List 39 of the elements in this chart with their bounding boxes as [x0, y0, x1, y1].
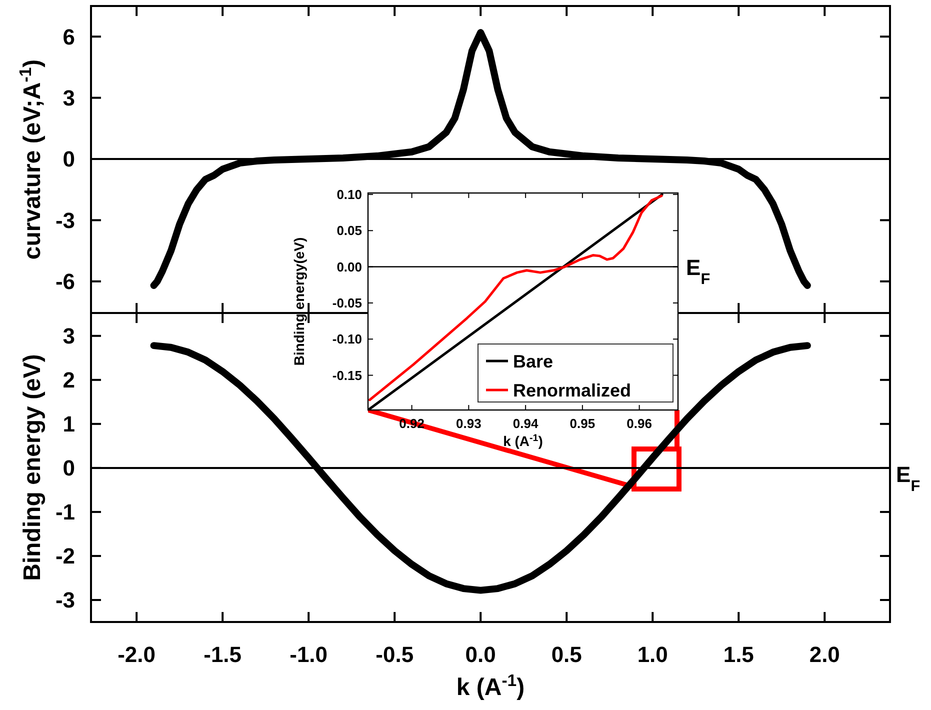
y-tick-label: 0.10	[336, 186, 362, 202]
ref-line-label: E$_{F}$	[896, 462, 920, 494]
x-tick-label: 0.5	[551, 642, 582, 667]
x-tick-label: 2.0	[809, 642, 840, 667]
x-tick-label: 0.93	[456, 416, 482, 431]
x-tick-label: -0.5	[376, 642, 414, 667]
y-axis-title: Binding energy (eV)	[19, 354, 46, 581]
x-tick-label: -1.5	[204, 642, 242, 667]
y-axis-title: Binding energy(eV)	[291, 237, 307, 366]
x-tick-label: 1.5	[723, 642, 754, 667]
ref-line-label: E$_{F}$	[686, 254, 710, 288]
y-tick-label: 2	[62, 368, 75, 393]
y-tick-label: 0	[62, 146, 75, 172]
y-tick-label: 3	[62, 324, 75, 349]
y-tick-label: 6	[62, 24, 75, 50]
y-tick-label: -3	[55, 588, 75, 613]
x-tick-label: 1.0	[637, 642, 668, 667]
x-axis-title: k (A$^{-1}$)	[503, 432, 543, 449]
x-axis-title: k (A$^{-1}$)	[456, 670, 525, 701]
y-tick-label: -0.10	[332, 332, 362, 347]
y-tick-label: -0.15	[332, 368, 362, 383]
x-tick-label: 0.94	[512, 416, 539, 431]
y-tick-label: -6	[55, 269, 75, 294]
y-tick-label: 1	[62, 412, 75, 437]
y-tick-label: 0.00	[336, 259, 362, 274]
x-tick-label: -1.0	[290, 642, 328, 667]
y-tick-label: 3	[62, 85, 75, 110]
y-tick-label: 0.05	[336, 223, 362, 238]
y-tick-label: 0	[62, 456, 75, 481]
y-tick-label: -1	[55, 500, 75, 525]
x-tick-label: 0.96	[626, 416, 652, 431]
x-tick-label: 0.95	[570, 416, 596, 431]
legend-label: Renormalized	[513, 380, 632, 400]
y-tick-label: -0.05	[332, 295, 362, 310]
x-tick-label: -2.0	[118, 642, 156, 667]
x-tick-label: 0.0	[465, 642, 496, 667]
legend-label: Bare	[513, 351, 554, 372]
y-tick-label: -2	[55, 544, 75, 569]
y-tick-label: -3	[55, 208, 75, 233]
